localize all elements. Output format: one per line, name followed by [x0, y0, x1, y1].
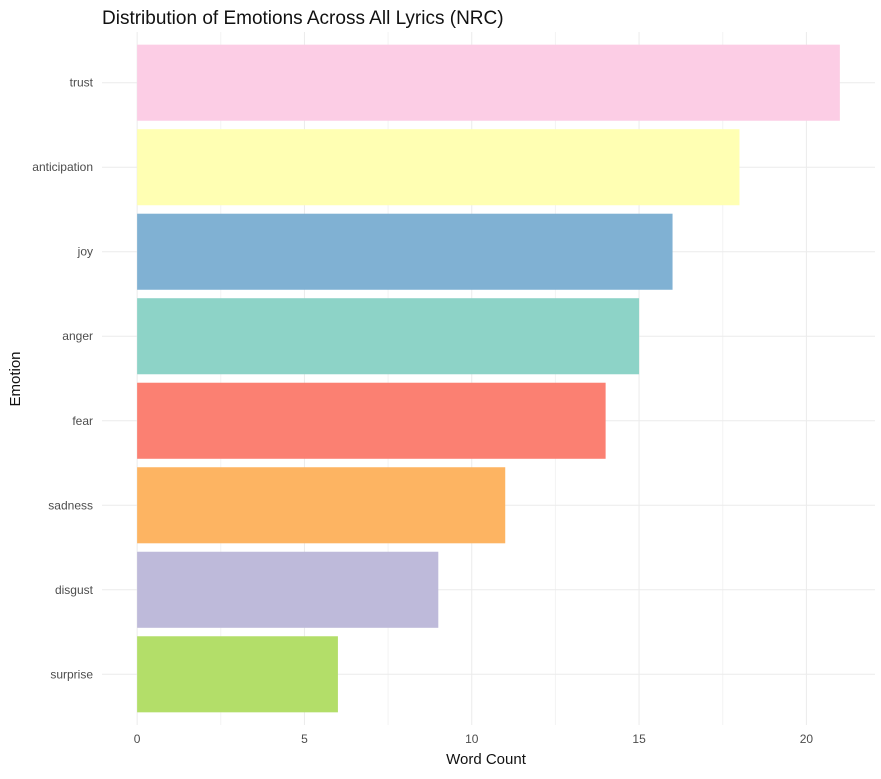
bar-joy — [137, 213, 673, 290]
bar-sadness — [137, 467, 506, 544]
x-axis-title: Word Count — [446, 751, 527, 768]
x-tick-label: 5 — [301, 732, 308, 746]
x-tick-label: 15 — [632, 732, 646, 746]
bar-anticipation — [137, 129, 740, 206]
y-tick-label: sadness — [48, 498, 93, 512]
y-axis-tick-labels: trust anticipation joy anger fear sadness disg… — [32, 76, 93, 682]
x-axis-tick-labels: 0 5 10 15 20 — [134, 732, 814, 746]
x-tick-label: 20 — [800, 732, 814, 746]
y-tick-label: anger — [62, 329, 93, 343]
bar-trust — [137, 44, 840, 121]
y-tick-label: fear — [72, 414, 93, 428]
y-tick-label: surprise — [50, 667, 93, 681]
y-tick-label: anticipation — [32, 160, 93, 174]
bar-surprise — [137, 636, 338, 713]
y-axis-title: Emotion — [7, 351, 24, 406]
x-tick-label: 10 — [465, 732, 479, 746]
bar-anger — [137, 298, 640, 375]
chart-title: Distribution of Emotions Across All Lyri… — [102, 8, 504, 29]
y-tick-label: disgust — [55, 583, 94, 597]
bar-disgust — [137, 551, 439, 628]
y-tick-label: trust — [70, 76, 94, 90]
bar-fear — [137, 382, 606, 459]
bars — [137, 44, 840, 713]
y-tick-label: joy — [77, 245, 93, 259]
x-tick-label: 0 — [134, 732, 141, 746]
